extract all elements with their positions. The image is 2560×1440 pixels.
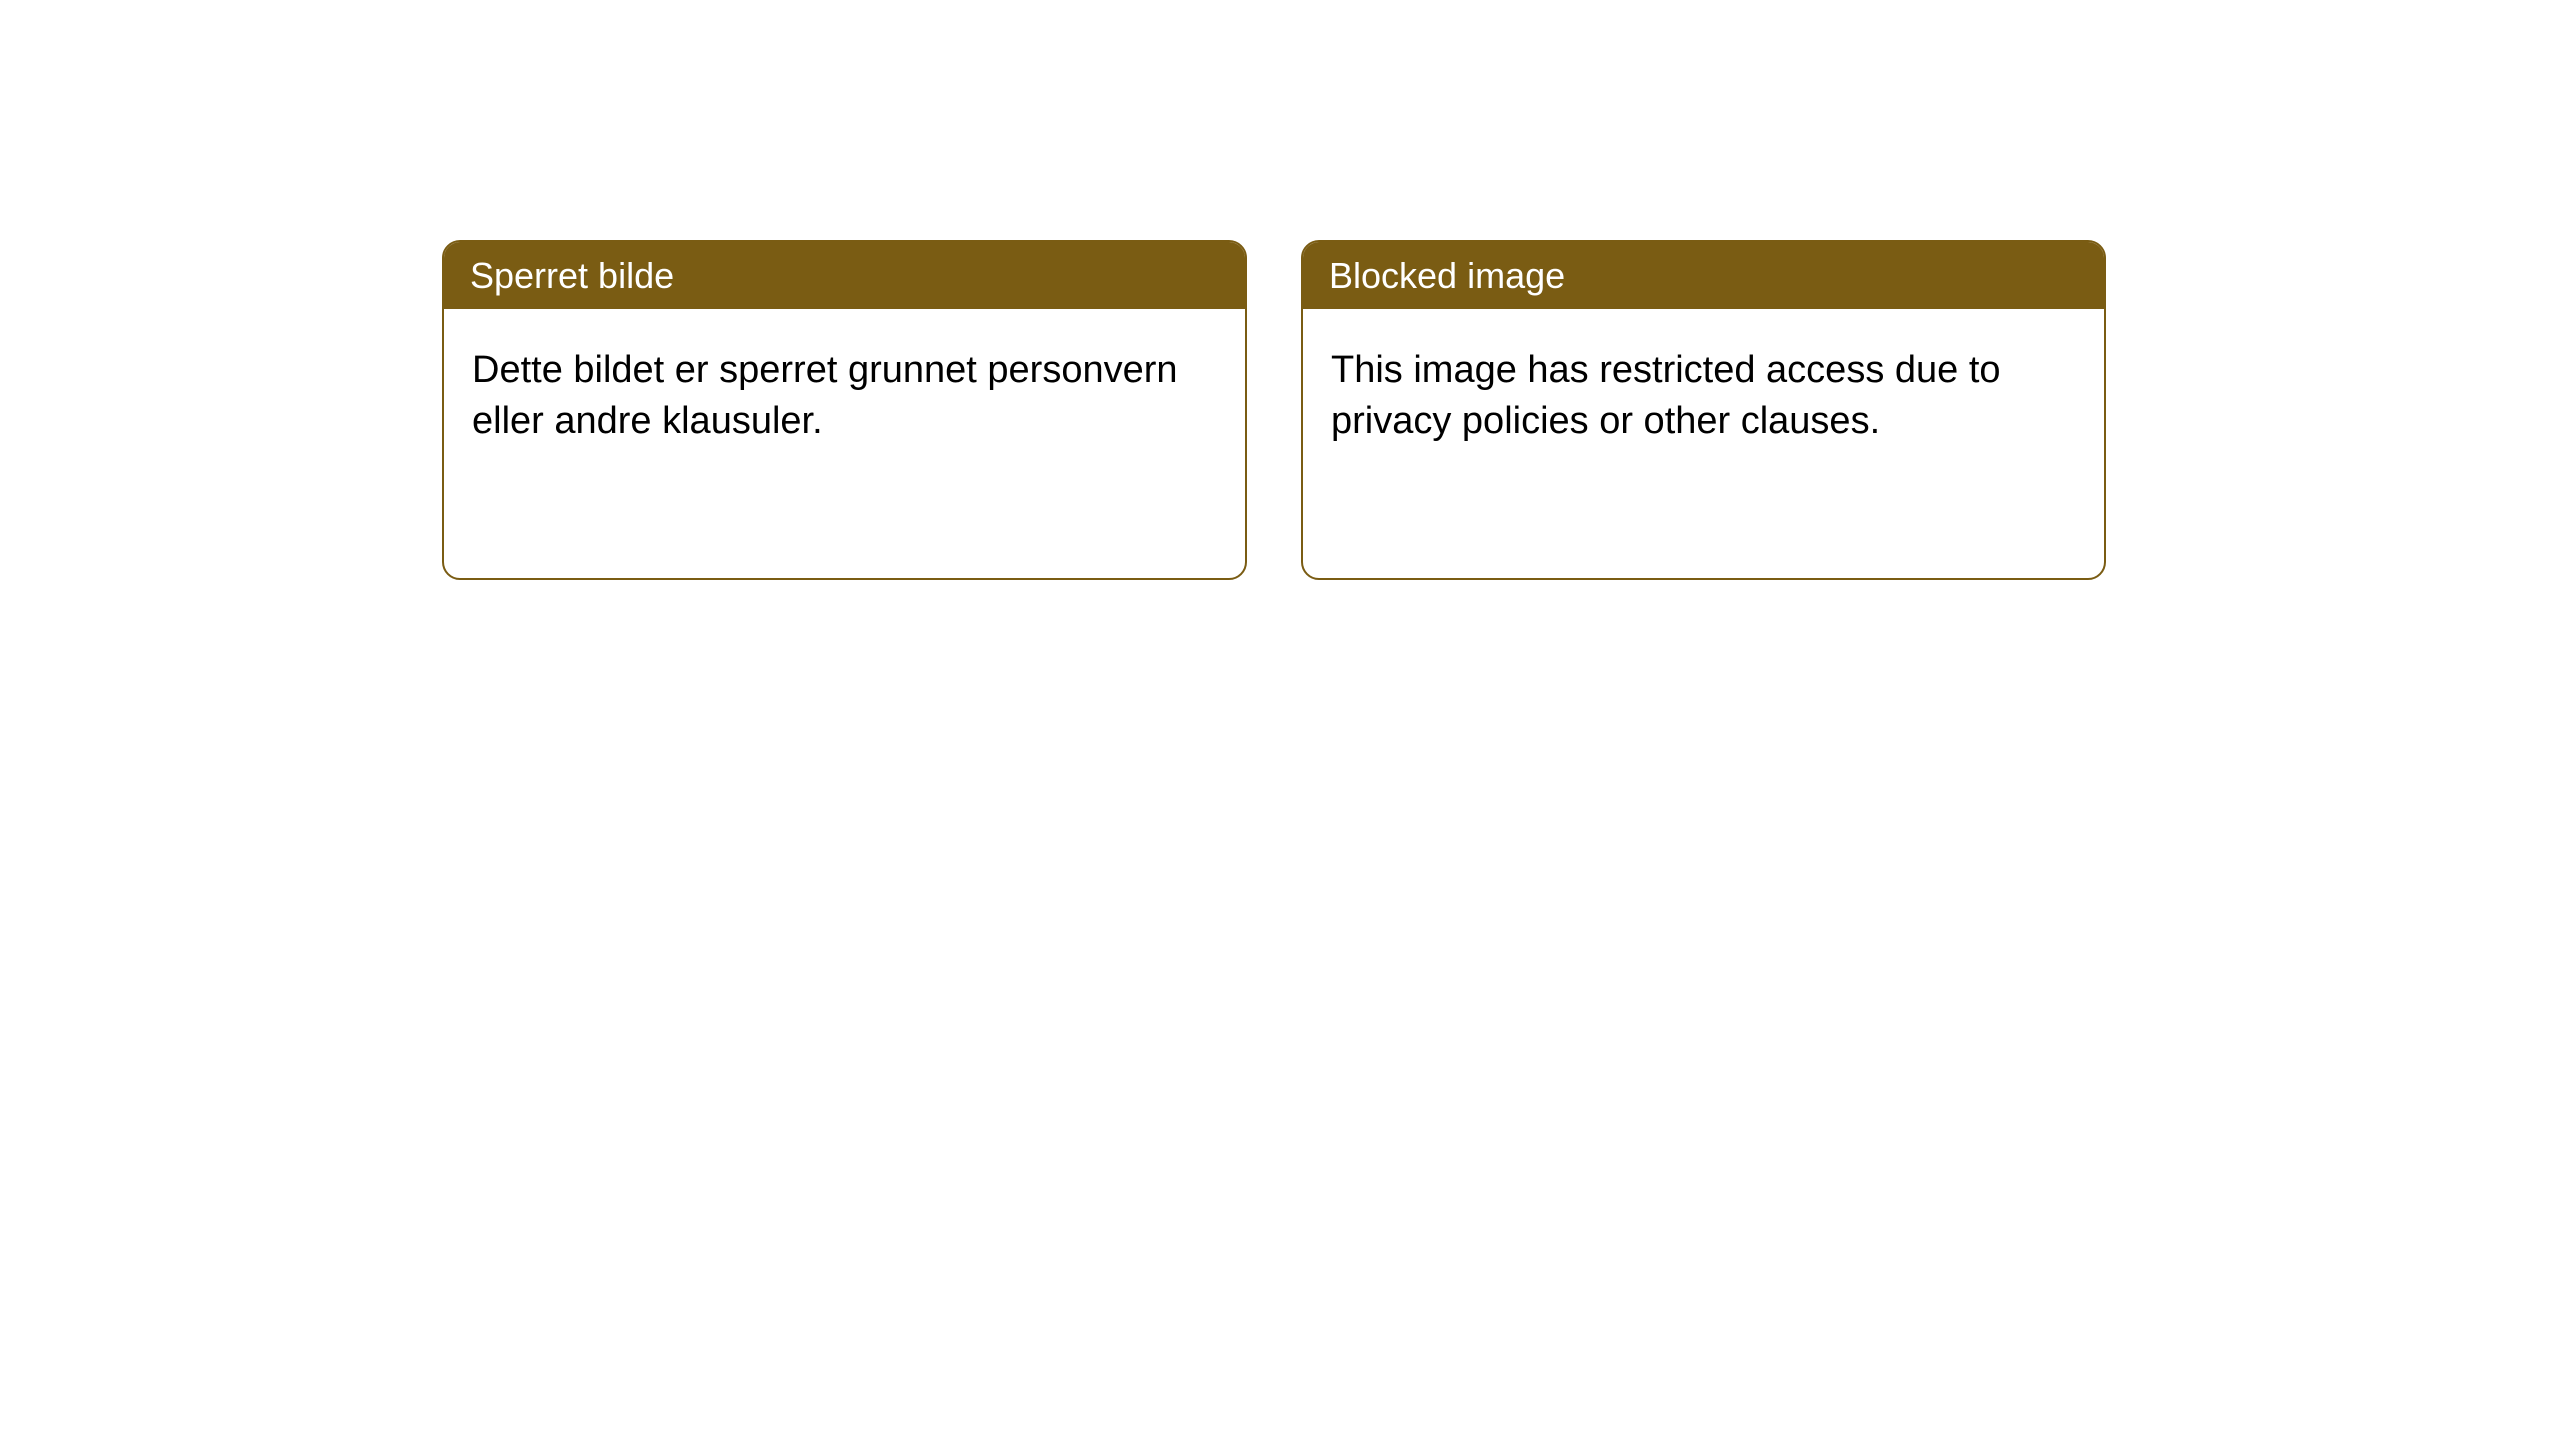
card-title: Sperret bilde: [470, 255, 674, 296]
card-header: Sperret bilde: [444, 242, 1245, 309]
card-header: Blocked image: [1303, 242, 2104, 309]
card-body: Dette bildet er sperret grunnet personve…: [444, 309, 1245, 484]
notice-card-english: Blocked image This image has restricted …: [1301, 240, 2106, 580]
notice-cards-container: Sperret bilde Dette bildet er sperret gr…: [442, 240, 2106, 580]
notice-card-norwegian: Sperret bilde Dette bildet er sperret gr…: [442, 240, 1247, 580]
card-body: This image has restricted access due to …: [1303, 309, 2104, 484]
card-body-text: Dette bildet er sperret grunnet personve…: [472, 349, 1178, 442]
card-title: Blocked image: [1329, 255, 1565, 296]
card-body-text: This image has restricted access due to …: [1331, 349, 2001, 442]
